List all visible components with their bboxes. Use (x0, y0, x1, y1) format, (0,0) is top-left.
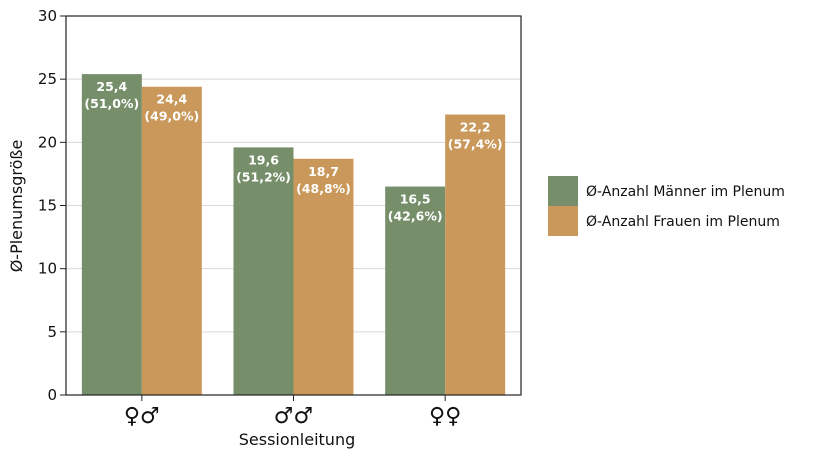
bar-value-label: 19,6 (248, 152, 279, 167)
bar-value-label: 18,7 (308, 164, 339, 179)
axes: 0 5 10 15 20 25 30 ♀♂ ♂♂ ♀♀ (38, 7, 522, 429)
bar-percent-label: (57,4%) (448, 137, 503, 152)
y-tick-label-20: 20 (38, 133, 57, 151)
bar-percent-label: (49,0%) (144, 109, 199, 124)
x-category-label-2: ♀♀ (429, 404, 461, 429)
x-axis-title: Sessionleitung (239, 430, 356, 449)
bar-labels: 25,4 (51,0%) 24,4 (49,0%) 19,6 (51,2%) 18,7 (48… (84, 79, 502, 223)
legend: Ø-Anzahl Männer im Plenum Ø-Anzahl Frauen… (548, 176, 785, 236)
bar-maenner-2 (385, 186, 446, 395)
x-category-label-1: ♂♂ (274, 404, 313, 429)
bar-frauen-0 (141, 86, 202, 395)
y-axis-title: Ø-Plenumsgröße (7, 140, 26, 273)
legend-label-0: Ø-Anzahl Männer im Plenum (586, 184, 785, 200)
y-tick-label-30: 30 (38, 7, 57, 25)
bar-value-label: 16,5 (400, 192, 431, 207)
x-category-label-0: ♀♂ (124, 404, 160, 429)
bar-value-label: 25,4 (96, 79, 127, 94)
y-tick-label-25: 25 (38, 70, 57, 88)
bar-percent-label: (42,6%) (388, 209, 443, 224)
bar-frauen-1 (293, 158, 354, 395)
legend-label-1: Ø-Anzahl Frauen im Plenum (586, 214, 780, 230)
bar-maenner-1 (233, 147, 294, 395)
y-tick-label-10: 10 (38, 260, 57, 278)
y-tick-label-0: 0 (47, 386, 57, 404)
bar-maenner-0 (81, 74, 142, 395)
plot-frame (65, 15, 522, 396)
bar-frauen-2 (445, 114, 506, 395)
y-tick-label-5: 5 (47, 323, 57, 341)
bar-percent-label: (51,2%) (236, 169, 291, 184)
bar-value-label: 24,4 (156, 92, 187, 107)
bars (81, 74, 506, 395)
legend-swatch-1 (548, 206, 578, 236)
bar-percent-label: (48,8%) (296, 181, 351, 196)
bar-value-label: 22,2 (460, 120, 491, 135)
y-tick-label-15: 15 (38, 197, 57, 215)
legend-swatch-0 (548, 176, 578, 206)
bar-percent-label: (51,0%) (84, 96, 139, 111)
